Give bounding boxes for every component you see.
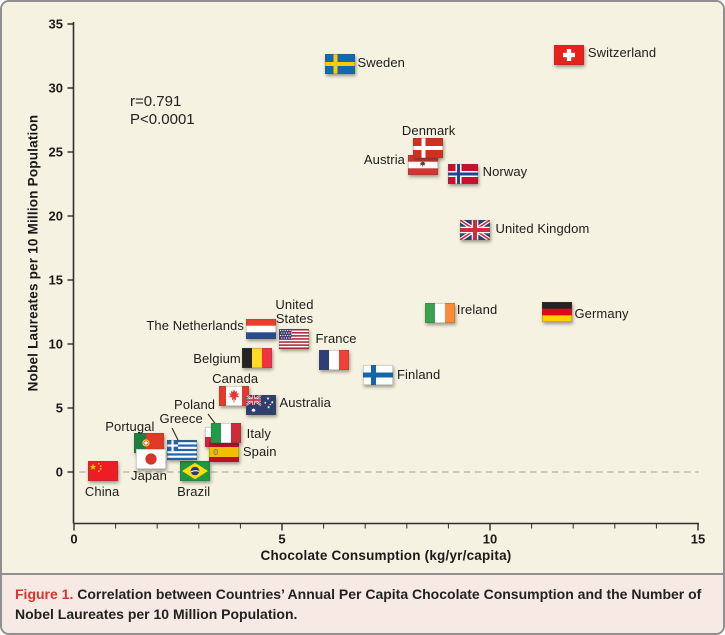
- flag-the-netherlands: [246, 318, 277, 339]
- p-value: P<0.0001: [130, 110, 195, 128]
- svg-text:35: 35: [49, 17, 63, 32]
- label-ireland: Ireland: [456, 302, 498, 318]
- flag-portugal: [133, 433, 164, 454]
- label-united-kingdom: United Kingdom: [495, 221, 590, 237]
- label-spain: Spain: [242, 444, 277, 460]
- flag-united-kingdom: [460, 220, 491, 241]
- figure-caption: Figure 1. Correlation between Countries’…: [2, 573, 723, 633]
- label-sweden: Sweden: [357, 54, 406, 70]
- flag-brazil: [179, 461, 210, 482]
- x-axis-title: Chocolate Consumption (kg/yr/capita): [260, 548, 512, 563]
- label-brazil: Brazil: [177, 484, 211, 500]
- flag-sweden: [325, 53, 356, 74]
- label-denmark: Denmark: [401, 123, 456, 139]
- label-portugal: Portugal: [105, 419, 155, 435]
- svg-text:0: 0: [56, 465, 63, 480]
- svg-text:5: 5: [278, 532, 285, 547]
- figure-caption-label: Figure 1.: [15, 586, 74, 602]
- label-italy: Italy: [246, 425, 271, 441]
- flag-germany: [541, 302, 572, 322]
- flag-spain: [208, 442, 239, 463]
- flag-china: [88, 461, 119, 482]
- flag-australia: [246, 395, 277, 416]
- label-china: China: [84, 484, 120, 500]
- r-value: r=0.791: [130, 93, 182, 110]
- flag-ireland: [425, 303, 456, 324]
- svg-text:0: 0: [70, 532, 77, 547]
- label-canada: Canada: [212, 370, 259, 386]
- label-switzerland: Switzerland: [587, 44, 657, 60]
- data-points-layer: Switzerland Sweden Denmark Austria Norway Uni…: [2, 2, 723, 573]
- flag-italy: [210, 422, 241, 443]
- flag-denmark: [412, 138, 443, 159]
- flag-greece: [167, 440, 198, 461]
- svg-text:15: 15: [691, 532, 705, 547]
- svg-text:20: 20: [49, 209, 63, 224]
- label-the-netherlands: The Netherlands: [146, 317, 244, 333]
- scatter-plot-panel: 0 5 10 15 20 25 30 35 0 5 10 15 Switzerland Sweden De…: [2, 2, 723, 573]
- svg-text:30: 30: [49, 81, 63, 96]
- flag-france: [319, 350, 349, 370]
- flag-united-states: [279, 328, 310, 349]
- svg-text:10: 10: [49, 337, 63, 352]
- label-united-states: United States: [275, 296, 314, 326]
- correlation-annotation: r=0.791 P<0.0001: [130, 93, 195, 128]
- svg-text:25: 25: [49, 145, 63, 160]
- label-poland: Poland: [174, 396, 216, 412]
- flag-switzerland: [554, 44, 585, 65]
- label-greece: Greece: [159, 411, 203, 427]
- y-axis-title: Nobel Laureates per 10 Million Populatio…: [25, 114, 41, 392]
- label-austria: Austria: [363, 151, 406, 167]
- label-japan: Japan: [130, 468, 167, 484]
- svg-text:15: 15: [49, 273, 63, 288]
- svg-text:10: 10: [483, 532, 497, 547]
- label-norway: Norway: [482, 163, 528, 179]
- label-finland: Finland: [397, 366, 441, 382]
- label-australia: Australia: [279, 395, 331, 411]
- flag-belgium: [242, 348, 273, 369]
- svg-text:5: 5: [56, 401, 63, 416]
- flag-finland: [362, 364, 393, 385]
- figure-caption-text: Correlation between Countries’ Annual Pe…: [15, 586, 702, 622]
- flag-japan: [135, 449, 166, 470]
- label-germany: Germany: [574, 306, 629, 321]
- flag-norway: [447, 163, 478, 184]
- label-belgium: Belgium: [193, 351, 241, 367]
- flag-canada: [219, 385, 250, 406]
- label-france: France: [315, 331, 357, 346]
